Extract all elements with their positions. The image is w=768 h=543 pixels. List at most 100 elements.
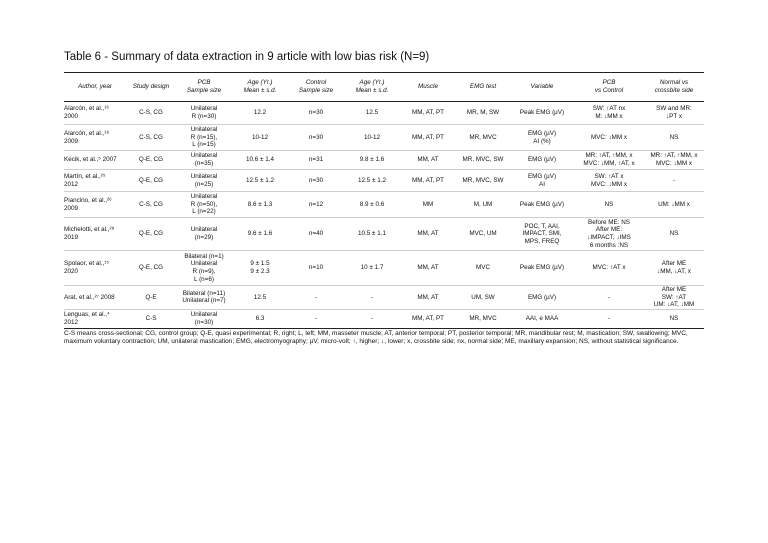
cell-line: UM: ↓AT, ↓MM bbox=[653, 301, 695, 309]
cell-line: Unilateral (n=7) bbox=[182, 297, 226, 305]
table-cell: SW: ↑AT x MVC: ↓MM x bbox=[574, 169, 644, 192]
table-cell: MVC, UM bbox=[456, 217, 510, 251]
table-cell: NS bbox=[644, 309, 704, 329]
table-cell: SW and MR: ↓PT x bbox=[644, 101, 704, 125]
table-footnote: C-S means cross-sectional; CG, control g… bbox=[64, 330, 688, 346]
cell-line: 12.5 ± 1.2 bbox=[246, 176, 274, 184]
cell-line: Peak EMG (µV) bbox=[519, 264, 565, 272]
cell-line: SW and MR: bbox=[656, 105, 692, 113]
table-cell: After ME ↓MM, ↓AT, x bbox=[644, 250, 704, 286]
table-cell: - bbox=[574, 285, 644, 310]
table-cell: Before ME: NS After ME: ↓IMPACT, ↓IMS 6 mon… bbox=[574, 217, 644, 251]
cell-line: 10.5 ± 1.1 bbox=[358, 230, 386, 238]
table-row: Kecik, et al.,⁵ 2007 Q-E, CG Unilateral (n=… bbox=[64, 150, 704, 170]
cell-line: SW: ↑AT x bbox=[594, 172, 624, 180]
table-cell: - bbox=[288, 309, 344, 329]
table-cell: n=30 bbox=[288, 169, 344, 192]
table-cell: - bbox=[574, 309, 644, 329]
cell-line: Unilateral bbox=[190, 311, 218, 319]
author-line: Michelotti, et al.,²⁸ bbox=[64, 226, 115, 234]
cell-line: Bilateral (n=11) bbox=[182, 289, 226, 297]
cell-line: n=30 bbox=[308, 176, 324, 184]
table-row: Martín, et al.,²⁵ 2012 Q-E, CG Unilateral (n… bbox=[64, 169, 704, 192]
table-cell: 8.9 ± 0.6 bbox=[344, 191, 400, 218]
table-row: Lenguas, et al.,⁴ 2012 C-S Unilateral (n=30)… bbox=[64, 309, 704, 329]
cell-line: 9.6 ± 1.6 bbox=[247, 230, 273, 238]
cell-line: NS bbox=[669, 230, 679, 238]
table-cell: Bilateral (n=11) Unilateral (n=7) bbox=[176, 285, 232, 310]
cell-line: 12.5 bbox=[253, 293, 267, 301]
cell-line: 9.8 ± 1.6 bbox=[359, 156, 385, 164]
author-line: 2009 bbox=[64, 204, 79, 212]
cell-line: MVC bbox=[476, 264, 490, 272]
cell-line: AI (%) bbox=[533, 137, 551, 145]
cell-line: 10 ± 1.7 bbox=[360, 264, 384, 272]
cell-line: EMG (µV) bbox=[527, 129, 557, 137]
column-header-line: Sample size bbox=[298, 87, 334, 94]
author-line: Kecik, et al.,⁵ 2007 bbox=[64, 156, 117, 164]
table-cell: M, UM bbox=[456, 191, 510, 218]
column-header: PCB Sample size bbox=[176, 72, 232, 102]
cell-line: After ME bbox=[661, 260, 687, 268]
cell-line: (n=29) bbox=[194, 234, 214, 241]
table-row: Alarcón, et al.,¹⁸ 2009 C-S, CG Unilateral R… bbox=[64, 124, 704, 151]
cell-line: Q-E, CG bbox=[138, 264, 164, 272]
column-header-line: PCB bbox=[197, 79, 211, 87]
table-cell: MM, AT bbox=[400, 217, 456, 251]
cell-line: POC, T, AAI, bbox=[524, 222, 560, 230]
column-header: Study design bbox=[126, 72, 176, 102]
table-cell: MR, MVC, SW bbox=[456, 150, 510, 170]
table-cell: 10.5 ± 1.1 bbox=[344, 217, 400, 251]
cell-line: Q-E, CG bbox=[138, 230, 164, 238]
table-row: Michelotti, et al.,²⁸ 2019 Q-E, CG Unilater… bbox=[64, 217, 704, 251]
table-cell: Unilateral R (n=30) bbox=[176, 101, 232, 125]
table-cell: 10-12 bbox=[344, 124, 400, 151]
table-cell: n=31 bbox=[288, 150, 344, 170]
cell-line: MVC, UM bbox=[469, 230, 497, 238]
table-cell: 6.3 bbox=[232, 309, 288, 329]
cell-line: 12.5 bbox=[365, 109, 379, 117]
cell-line: Peak EMG (µV) bbox=[519, 109, 565, 117]
cell-line: Unilateral bbox=[190, 126, 218, 134]
table-cell: Q-E, CG bbox=[126, 250, 176, 286]
column-header: Age (Yr.) Mean ± s.d. bbox=[232, 72, 288, 102]
table-cell: n=10 bbox=[288, 250, 344, 286]
cell-line: Q-E, CG bbox=[138, 176, 164, 184]
table-cell: MR, MVC bbox=[456, 309, 510, 329]
cell-line: 12.2 bbox=[253, 109, 267, 117]
column-header-line: Age (Yr.) bbox=[247, 79, 273, 87]
cell-line: L (n=15) bbox=[192, 141, 216, 149]
table-cell: n=12 bbox=[288, 191, 344, 218]
table-header-row: Author, year Study design PCB Sample size Ag… bbox=[64, 72, 704, 102]
author-line: Alarcón, et al.,¹⁸ bbox=[64, 129, 110, 137]
author-cell: Kecik, et al.,⁵ 2007 bbox=[64, 150, 126, 170]
author-line: 2019 bbox=[64, 234, 79, 241]
cell-line: (n=35) bbox=[194, 160, 214, 167]
table-row: Alarcón, et al.,¹⁶ 2000 C-S, CG Unilateral R… bbox=[64, 101, 704, 125]
cell-line: R (n=9), bbox=[192, 268, 216, 275]
cell-line: MM, AT bbox=[417, 230, 439, 238]
cell-line: 10-12 bbox=[251, 133, 269, 141]
cell-line: 8.6 ± 1.3 bbox=[247, 200, 273, 208]
table-row: Piancino, et al.,²⁶ 2009 C-S, CG Unilateral… bbox=[64, 191, 704, 218]
cell-line: MM, AT, PT bbox=[411, 109, 445, 117]
column-header: Variable bbox=[510, 72, 574, 102]
author-line: Arat, et al.,²⁷ 2008 bbox=[64, 293, 115, 301]
author-line: 2012 bbox=[64, 318, 79, 326]
table-cell: NS bbox=[574, 191, 644, 218]
table-cell: MM bbox=[400, 191, 456, 218]
column-header-line: Mean ± s.d. bbox=[243, 87, 277, 94]
table-cell: C-S, CG bbox=[126, 191, 176, 218]
cell-line: ↓IMPACT, ↓IMS bbox=[587, 234, 631, 241]
table-cell: 12.5 bbox=[344, 101, 400, 125]
table-cell: POC, T, AAI, IMPACT, SMI, MPS, FREQ bbox=[510, 217, 574, 251]
column-header: Author, year bbox=[64, 72, 126, 102]
table-cell: - bbox=[344, 285, 400, 310]
table-cell: 9.6 ± 1.6 bbox=[232, 217, 288, 251]
table-cell: MR: ↑AT, ↑MM, x MVC: ↓MM x bbox=[644, 150, 704, 170]
column-header-line: crossbite side bbox=[654, 87, 694, 94]
table-cell: MM, AT, PT bbox=[400, 124, 456, 151]
cell-line: Q-E bbox=[145, 293, 157, 301]
author-cell: Spolaor, et al.,¹⁵ 2020 bbox=[64, 250, 126, 286]
